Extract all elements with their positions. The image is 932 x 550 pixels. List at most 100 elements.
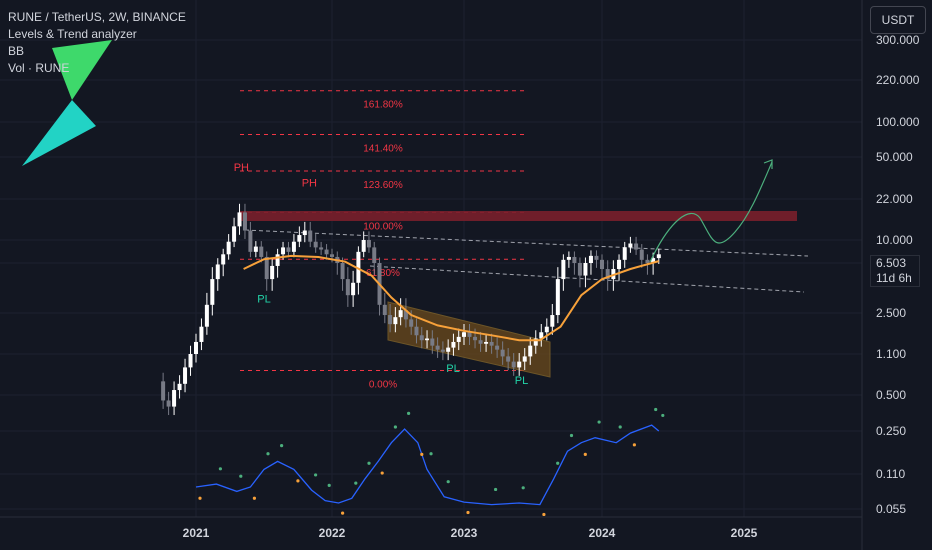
candle-body [544, 326, 549, 333]
indicator-bb[interactable]: BB [8, 44, 25, 58]
pivot-label: PL [515, 375, 528, 387]
price-tick-label: 0.250 [876, 424, 906, 438]
candle-body [617, 259, 622, 270]
indicator-dot [198, 496, 202, 500]
indicator-dot [218, 467, 222, 471]
current-price-badge: 6.503 11d 6h [870, 255, 920, 287]
candle-body [161, 381, 166, 401]
resistance-zone [240, 211, 797, 221]
candle-body [484, 341, 489, 344]
fib-label: 100.00% [363, 221, 403, 232]
candle-body [517, 361, 522, 368]
candle-body [286, 247, 291, 252]
candle-body [264, 256, 269, 280]
price-tick-label: 300.000 [876, 33, 920, 47]
indicator-dot [393, 425, 397, 429]
candle-body [188, 354, 193, 368]
currency-button[interactable]: USDT [870, 6, 926, 34]
candle-body [242, 212, 247, 231]
pivot-label: PH [302, 178, 317, 190]
price-tick-label: 0.110 [876, 467, 905, 481]
candle-body [656, 254, 661, 259]
price-tick-label: 0.500 [876, 388, 906, 402]
candle-body [446, 347, 451, 352]
indicator-dot [327, 483, 331, 488]
candle-body [324, 249, 329, 255]
indicator-volume[interactable]: Vol · RUNE [8, 61, 70, 75]
candle-body [210, 279, 215, 305]
indicator-dot [654, 407, 658, 412]
price-tick-label: 100.000 [876, 115, 920, 129]
price-tick-label: 22.000 [876, 192, 913, 206]
indicator-line [195, 424, 660, 506]
candle-body [555, 279, 560, 316]
candle-body [572, 256, 577, 263]
trend-lines [244, 229, 809, 293]
fib-label: 141.40% [363, 144, 403, 155]
indicator-dot [239, 474, 243, 478]
candle-body [194, 341, 198, 354]
candle-body [393, 317, 398, 325]
indicator-dot [280, 444, 284, 448]
indicator-dot [367, 461, 371, 465]
indicator-levels-trend[interactable]: Levels & Trend analyzer [8, 27, 137, 41]
pivot-labels: PH PH PL PL PL [234, 162, 529, 387]
candle-body [414, 326, 419, 336]
candle-body [467, 332, 472, 337]
pivot-label: PH [234, 162, 249, 174]
candle-body [622, 247, 627, 260]
upper-trend-line [244, 229, 809, 257]
candle-body [577, 263, 582, 276]
candle-body [319, 247, 324, 250]
candle-body [600, 259, 604, 270]
indicator-dot [597, 420, 601, 424]
symbol-title[interactable]: RUNE / TetherUS, 2W, BINANCE [8, 10, 186, 24]
fib-label: 61.80% [366, 268, 400, 279]
ma-line [243, 254, 660, 342]
candle-body [166, 400, 171, 407]
candle-body [473, 336, 478, 341]
candle-body [409, 319, 414, 327]
candle-body [281, 247, 286, 255]
candle-body [528, 345, 533, 357]
candle-body [511, 361, 516, 368]
time-tick-label: 2023 [451, 526, 478, 540]
candle-body [489, 341, 494, 346]
candle-body [435, 345, 440, 350]
candle-body [628, 243, 633, 248]
candle-body [232, 226, 237, 242]
bar-countdown: 11d 6h [876, 271, 912, 285]
indicator-dot [569, 433, 574, 438]
indicator-dot [429, 452, 433, 456]
indicator-dot [420, 452, 424, 456]
candle-body [351, 282, 356, 296]
projection-arrow [649, 159, 773, 263]
candle-body [356, 251, 361, 283]
candle-body [275, 254, 280, 266]
candle-body [302, 230, 307, 236]
indicator-dot [380, 471, 384, 475]
indicator-panel [195, 407, 665, 517]
time-tick-label: 2025 [731, 526, 758, 540]
candle-body [172, 390, 177, 407]
candle-body [248, 230, 253, 252]
candle-body [340, 263, 345, 280]
candle-body [419, 335, 424, 341]
price-tick-label: 2.500 [876, 306, 906, 320]
candle-body [183, 367, 188, 384]
chart-legend: RUNE / TetherUS, 2W, BINANCE Levels & Tr… [8, 9, 186, 77]
pivot-label: PL [257, 293, 270, 305]
time-tick-label: 2024 [589, 526, 616, 540]
candle-body [199, 326, 204, 342]
current-price: 6.503 [876, 256, 907, 270]
projection-arrowhead [763, 159, 773, 169]
price-tick-label: 0.055 [876, 502, 906, 516]
indicator-dot [583, 452, 587, 456]
time-axis-labels: 2021 2022 2023 2024 2025 [183, 526, 758, 540]
candle-body [462, 332, 466, 337]
candle-body [451, 341, 456, 348]
candle-body [583, 263, 588, 276]
candle-body [215, 264, 220, 280]
fib-label: 0.00% [369, 380, 397, 391]
